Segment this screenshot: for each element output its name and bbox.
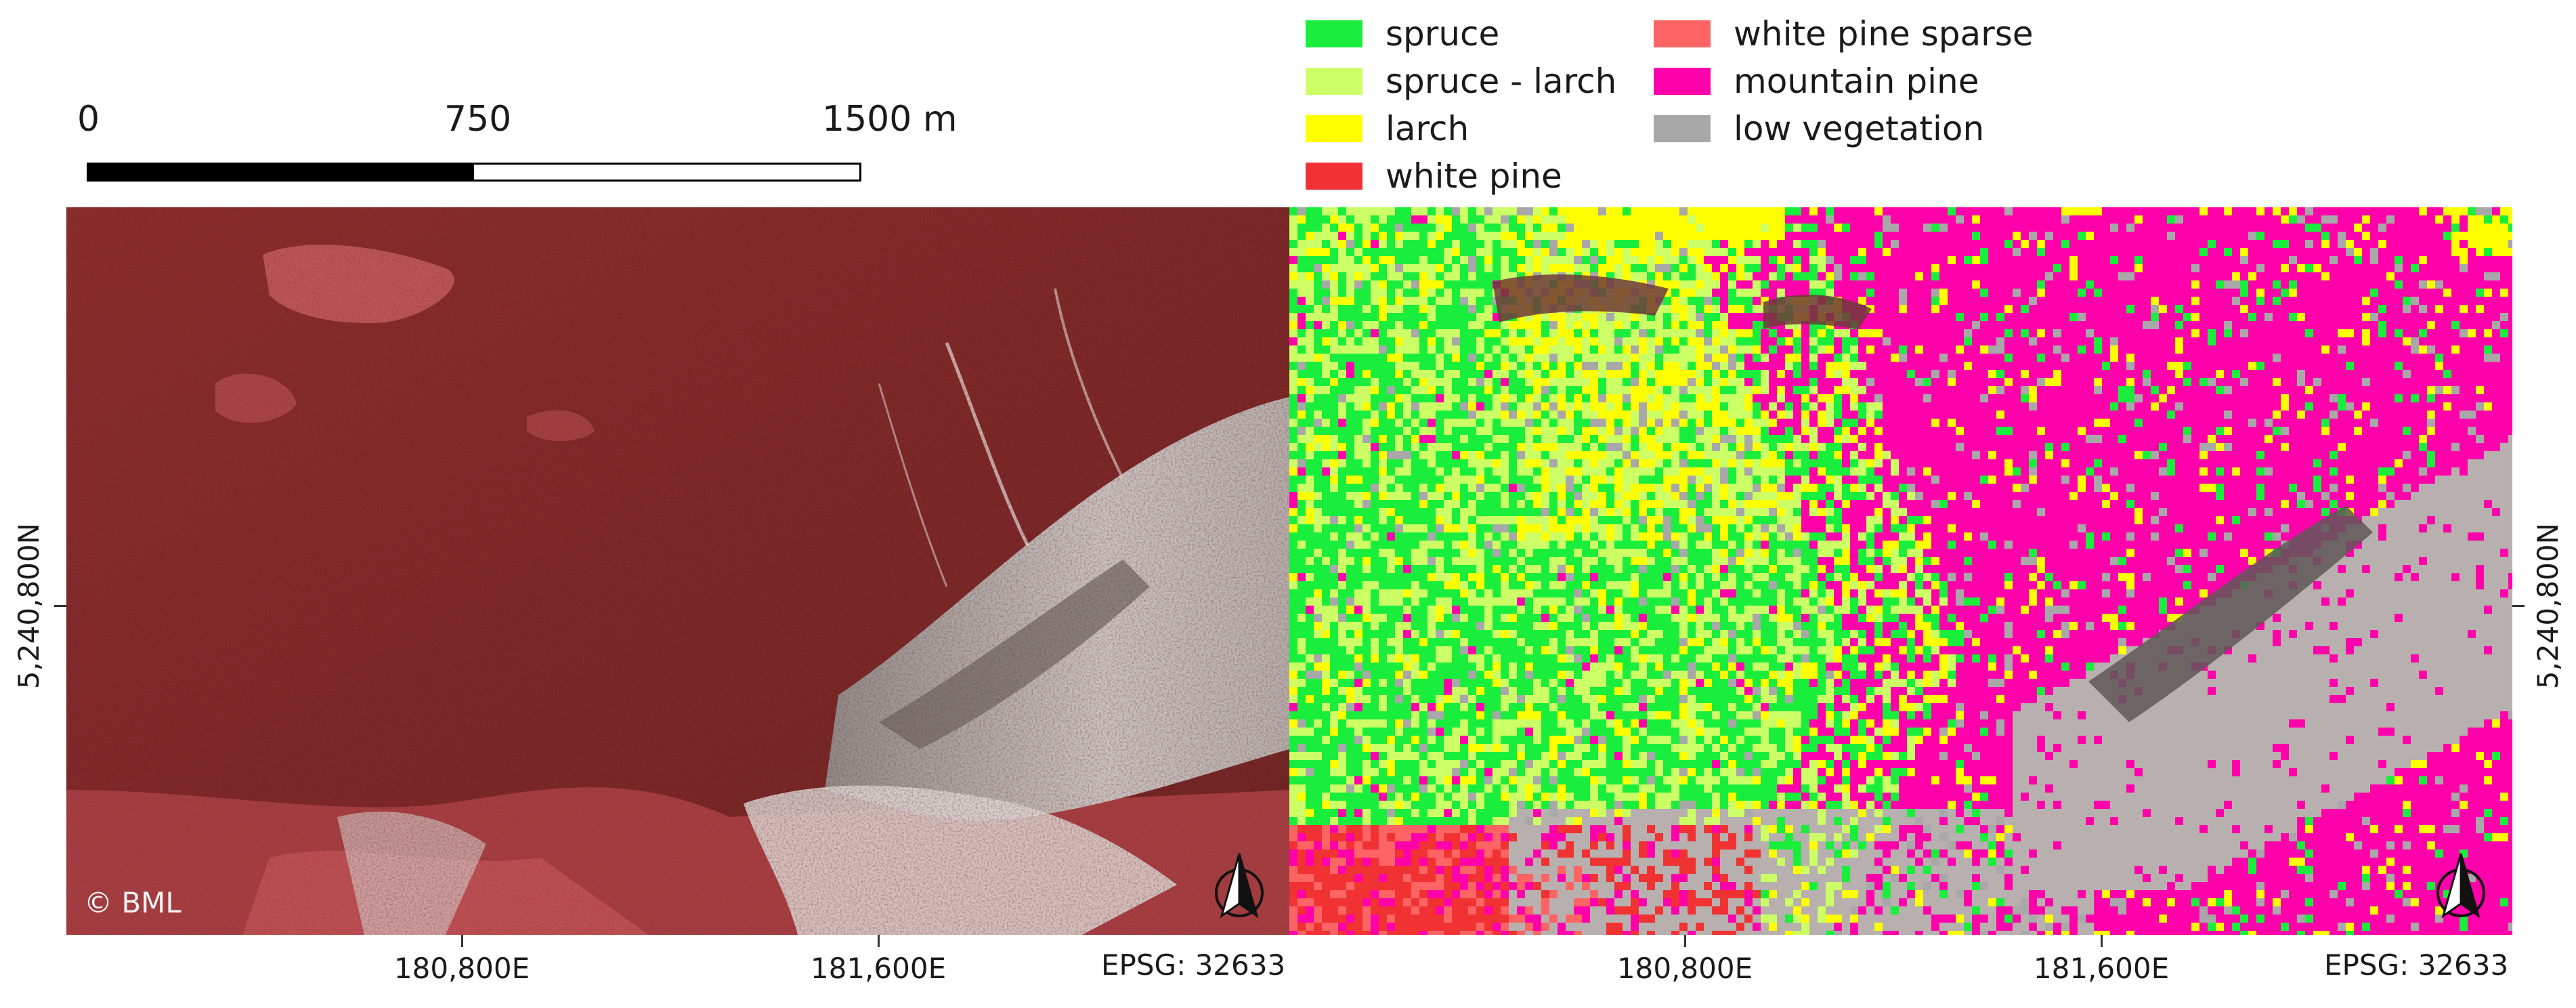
legend-label: larch: [1386, 109, 1469, 148]
legend-item-low-vegetation: low vegetation: [1654, 110, 1984, 148]
northing-label: 5,240,800N: [12, 522, 45, 689]
north-arrow-icon: [2437, 853, 2485, 919]
easting-label: 180,800E: [393, 952, 530, 985]
legend-swatch: [1654, 20, 1711, 47]
north-arrow-icon: [1215, 853, 1264, 919]
tick-easting: [461, 935, 463, 947]
epsg-label: EPSG: 32633: [2324, 948, 2509, 982]
legend-label: spruce - larch: [1386, 62, 1617, 101]
infrared-aerial-map: [66, 207, 1289, 935]
northing-label: 5,240,800N: [2531, 522, 2564, 689]
legend-swatch: [1306, 163, 1362, 190]
legend-item-spruce-larch: spruce - larch: [1306, 62, 1616, 100]
species-classification-map: [1289, 207, 2512, 935]
scale-bar: [87, 163, 861, 182]
tick-easting: [878, 935, 880, 947]
legend-label: spruce: [1386, 14, 1500, 54]
legend-item-white-pine: white pine: [1306, 157, 1562, 195]
easting-label: 181,600E: [810, 952, 947, 985]
classification-raster: [1289, 207, 2512, 935]
legend-label: low vegetation: [1734, 109, 1985, 148]
infrared-aerial-image: [66, 207, 1289, 935]
tick-northing: [54, 605, 66, 607]
legend-swatch: [1306, 115, 1362, 142]
legend-swatch: [1654, 115, 1711, 142]
legend-label: mountain pine: [1734, 62, 1979, 101]
scale-label-end: 1500 m: [822, 99, 958, 140]
tick-northing: [2512, 605, 2525, 607]
legend-item-white-pine-sparse: white pine sparse: [1654, 15, 2034, 53]
image-credit: © BML: [84, 886, 181, 919]
legend-swatch: [1306, 20, 1362, 47]
easting-label: 180,800E: [1616, 952, 1753, 985]
easting-label: 181,600E: [2033, 952, 2170, 985]
epsg-label: EPSG: 32633: [1101, 948, 1286, 982]
legend-item-larch: larch: [1306, 110, 1469, 148]
legend-swatch: [1306, 68, 1362, 95]
scale-label-zero: 0: [77, 99, 100, 140]
legend-label: white pine: [1386, 156, 1562, 196]
legend-swatch: [1654, 68, 1711, 95]
scale-label-mid: 750: [444, 99, 512, 140]
tick-easting: [2101, 935, 2103, 947]
legend-label: white pine sparse: [1734, 14, 2034, 54]
legend-item-spruce: spruce: [1306, 15, 1499, 53]
legend-item-mountain-pine: mountain pine: [1654, 62, 1979, 100]
tick-easting: [1684, 935, 1686, 947]
